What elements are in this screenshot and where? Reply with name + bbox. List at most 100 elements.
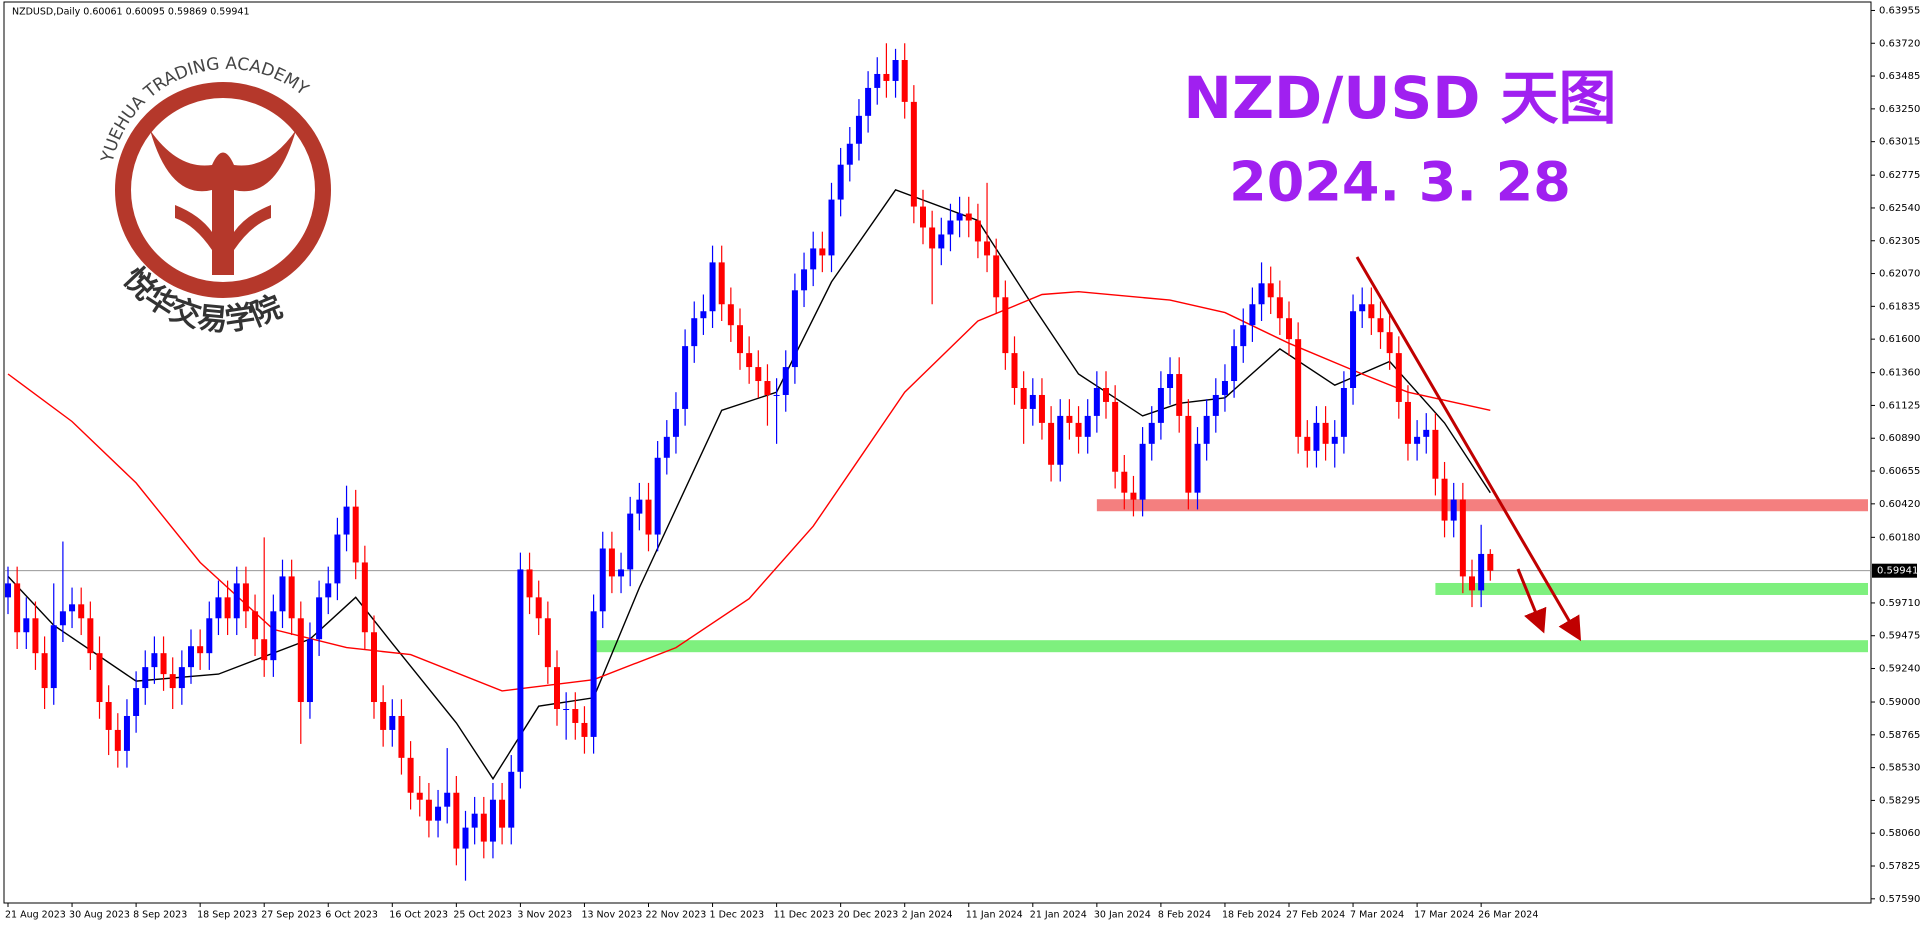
candle-body xyxy=(325,583,332,598)
candle-body xyxy=(654,457,661,535)
candle-body xyxy=(160,653,167,675)
candle-body xyxy=(50,625,57,689)
candle-body xyxy=(993,255,1000,298)
candle-body xyxy=(984,241,991,256)
candle-body xyxy=(1368,304,1375,319)
candle-body xyxy=(965,213,972,221)
candle-body xyxy=(188,646,194,668)
y-tick-label: 0.57825 xyxy=(1879,861,1920,872)
candle-body xyxy=(508,771,515,828)
moving-average-line xyxy=(7,290,1491,692)
candle-body xyxy=(1139,443,1146,500)
candle-body xyxy=(1313,422,1320,451)
candle-body xyxy=(1322,422,1329,444)
candle-body xyxy=(1212,394,1219,416)
candle-body xyxy=(773,394,780,396)
x-tick-label: 18 Sep 2023 xyxy=(197,910,257,921)
x-tick-label: 11 Jan 2024 xyxy=(966,910,1023,921)
candle-body xyxy=(1048,422,1055,465)
candle-body xyxy=(252,611,259,640)
candle-body xyxy=(471,813,478,828)
candle-body xyxy=(883,73,890,81)
last-price-label: 0.59941 xyxy=(1877,566,1918,577)
candle-body xyxy=(691,318,698,347)
candle-body xyxy=(563,709,570,711)
candle-body xyxy=(608,548,615,577)
candle-body xyxy=(1112,401,1119,472)
y-tick-label: 0.58295 xyxy=(1879,795,1920,806)
y-tick-label: 0.63485 xyxy=(1879,71,1920,82)
candle-body xyxy=(572,709,579,723)
candle-body xyxy=(764,381,771,395)
candle-body xyxy=(380,702,387,730)
candle-body xyxy=(123,715,130,751)
candle-body xyxy=(1295,339,1302,437)
x-tick-label: 22 Nov 2023 xyxy=(646,910,707,921)
y-tick-label: 0.58765 xyxy=(1879,730,1920,741)
candle-body xyxy=(535,597,542,619)
candle-body xyxy=(279,576,286,612)
candle-body xyxy=(1276,297,1283,319)
y-tick-label: 0.59710 xyxy=(1879,598,1920,609)
candle-body xyxy=(755,367,762,382)
candle-body xyxy=(1093,387,1100,416)
candle-body xyxy=(801,269,808,291)
candle-body xyxy=(1331,436,1338,444)
candle-body xyxy=(242,583,249,612)
candle-body xyxy=(938,234,945,249)
x-tick-label: 16 Oct 2023 xyxy=(389,910,448,921)
candle-body xyxy=(709,262,716,312)
candle-body xyxy=(1377,318,1384,333)
x-tick-label: 13 Nov 2023 xyxy=(581,910,642,921)
candle-body xyxy=(1414,436,1421,444)
candle-body xyxy=(489,799,496,842)
candle-body xyxy=(41,653,48,689)
y-tick-label: 0.61125 xyxy=(1879,400,1920,411)
price-zone xyxy=(1096,499,1868,512)
candle-body xyxy=(306,639,313,703)
candle-body xyxy=(1057,415,1064,465)
candle-body xyxy=(114,729,121,751)
candle-body xyxy=(59,611,66,626)
y-tick-label: 0.62775 xyxy=(1879,170,1920,181)
candle-body xyxy=(865,87,872,116)
candle-body xyxy=(1084,415,1091,437)
candle-body xyxy=(1185,415,1192,493)
candle-body xyxy=(435,806,442,821)
candle-body xyxy=(288,576,295,619)
y-tick-label: 0.60180 xyxy=(1879,532,1920,543)
candle-body xyxy=(444,792,451,807)
candle-body xyxy=(1176,374,1183,416)
candle-body xyxy=(892,60,899,81)
x-tick-label: 21 Jan 2024 xyxy=(1030,910,1087,921)
candle-body xyxy=(197,646,204,654)
y-tick-label: 0.63720 xyxy=(1879,38,1920,49)
candle-body xyxy=(837,164,844,200)
candle-body xyxy=(425,799,432,821)
x-tick-label: 8 Sep 2023 xyxy=(133,910,187,921)
candle-body xyxy=(96,653,103,703)
logo-text-cn-path: 悦华交易学院 xyxy=(116,261,287,338)
candle-body xyxy=(297,618,304,703)
candle-body xyxy=(1240,325,1247,347)
candle-body xyxy=(1066,415,1073,423)
candle-body xyxy=(453,792,460,849)
candle-body xyxy=(462,827,469,849)
candle-body xyxy=(261,639,268,661)
candle-body xyxy=(782,367,789,395)
candle-body xyxy=(1167,374,1174,388)
candle-body xyxy=(718,262,725,305)
x-tick-label: 18 Feb 2024 xyxy=(1222,910,1281,921)
y-tick-label: 0.60420 xyxy=(1879,499,1920,510)
x-tick-label: 1 Dec 2023 xyxy=(710,910,765,921)
moving-average-line xyxy=(7,188,1491,781)
chart-title: NZD/USD 天图 xyxy=(1183,64,1616,132)
logo: YUEHUA TRADING ACADEMY 悦华交易学院 xyxy=(97,54,331,338)
candle-body xyxy=(1469,576,1475,591)
x-tick-label: 11 Dec 2023 xyxy=(774,910,835,921)
candle-body xyxy=(947,220,954,235)
y-tick-label: 0.62540 xyxy=(1879,203,1920,214)
candle-body xyxy=(920,206,926,228)
candle-body xyxy=(142,667,149,689)
